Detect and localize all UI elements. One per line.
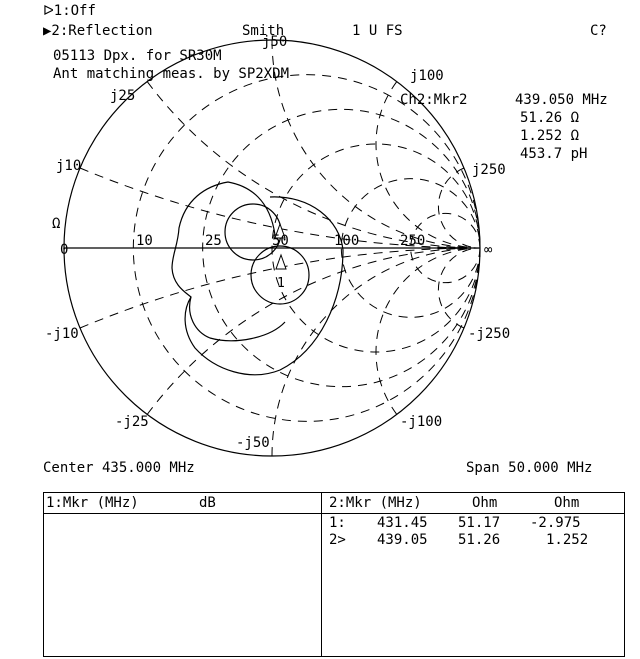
- r-label-25: 25: [205, 233, 222, 249]
- row-reactance: -2.975: [530, 515, 581, 531]
- row-resistance: 51.26: [458, 532, 501, 548]
- center-frequency: Center 435.000 MHz: [43, 460, 195, 476]
- x-label-neg-j10: -j10: [45, 326, 79, 342]
- cal-status: C?: [590, 23, 607, 39]
- x-label-j50: j50: [262, 34, 287, 50]
- r-label-250: 250: [400, 233, 425, 249]
- smith-chart: 1 Ω 0 10 25 50 100 250 ∞ j10 j25 j50 j10…: [45, 34, 510, 457]
- marker-table: 1:Mkr (MHz) dB 2:Mkr (MHz) Ohm Ohm 1: 43…: [43, 492, 625, 657]
- resistance-circle: [410, 212, 481, 284]
- trace-loop: [184, 196, 344, 376]
- reactance-arc: [437, 167, 481, 249]
- reactance-arc: [271, 247, 481, 457]
- channel1-status: ᐅ1:Off: [43, 3, 96, 19]
- x-label-neg-j250: -j250: [468, 326, 510, 342]
- reactance-arc: [79, 167, 481, 249]
- row-marker-id: 2>: [329, 532, 346, 548]
- title-line-2: Ant matching meas. by SP2XDM: [53, 66, 290, 82]
- marker-resistance: 51.26 Ω: [520, 110, 580, 126]
- r-label-0: 0: [60, 242, 68, 258]
- x-label-j25: j25: [110, 88, 135, 104]
- x-label-neg-j100: -j100: [400, 414, 442, 430]
- row-reactance: 1.252: [546, 532, 589, 548]
- right-header-ohm-x: Ohm: [554, 495, 580, 511]
- r-label-inf: ∞: [484, 242, 493, 258]
- left-header-mkr: 1:Mkr (MHz): [46, 495, 139, 511]
- marker-1-label: 1: [277, 276, 285, 291]
- x-label-j100: j100: [410, 68, 444, 84]
- title-line-1: 05113 Dpx. for SR30M: [53, 48, 222, 64]
- channel2-status: ▶2:Reflection: [43, 23, 153, 39]
- x-label-neg-j50: -j50: [236, 435, 270, 451]
- row-freq: 439.05: [377, 532, 428, 548]
- x-label-neg-j25: -j25: [115, 414, 149, 430]
- trace-circle-a: [224, 203, 282, 261]
- r-label-100: 100: [334, 233, 359, 249]
- reactance-arc: [375, 81, 481, 249]
- marker-freq: 439.050 MHz: [515, 92, 608, 108]
- scale-label: 1 U FS: [352, 23, 403, 39]
- header-divider: [44, 513, 624, 514]
- column-divider: [321, 493, 322, 656]
- row-marker-id: 1:: [329, 515, 346, 531]
- marker-reactance: 1.252 Ω: [520, 128, 580, 144]
- trace-circle-b: [250, 245, 310, 305]
- x-label-j250: j250: [472, 162, 506, 178]
- marker-2-triangle: [274, 222, 286, 239]
- marker-1-triangle: [275, 253, 287, 270]
- reactance-arc: [437, 247, 481, 329]
- format-label: Smith: [242, 23, 285, 39]
- marker-equiv: 453.7 pH: [520, 146, 588, 162]
- reactance-arc: [146, 247, 481, 415]
- right-header-ohm-r: Ohm: [472, 495, 498, 511]
- reactance-arc: [146, 81, 481, 249]
- row-freq: 431.45: [377, 515, 428, 531]
- x-label-j10: j10: [56, 158, 81, 174]
- reactance-arc: [79, 247, 481, 329]
- r-label-50: 50: [272, 233, 289, 249]
- reactance-arc: [375, 247, 481, 415]
- right-header-mkr: 2:Mkr (MHz): [329, 495, 422, 511]
- unit-label: Ω: [52, 216, 60, 232]
- left-header-db: dB: [199, 495, 216, 511]
- span-frequency: Span 50.000 MHz: [466, 460, 593, 476]
- row-resistance: 51.17: [458, 515, 501, 531]
- r-label-10: 10: [136, 233, 153, 249]
- reactance-arc: [271, 39, 481, 249]
- marker-label: Ch2:Mkr2: [400, 92, 468, 108]
- trace-lobe: [171, 181, 286, 342]
